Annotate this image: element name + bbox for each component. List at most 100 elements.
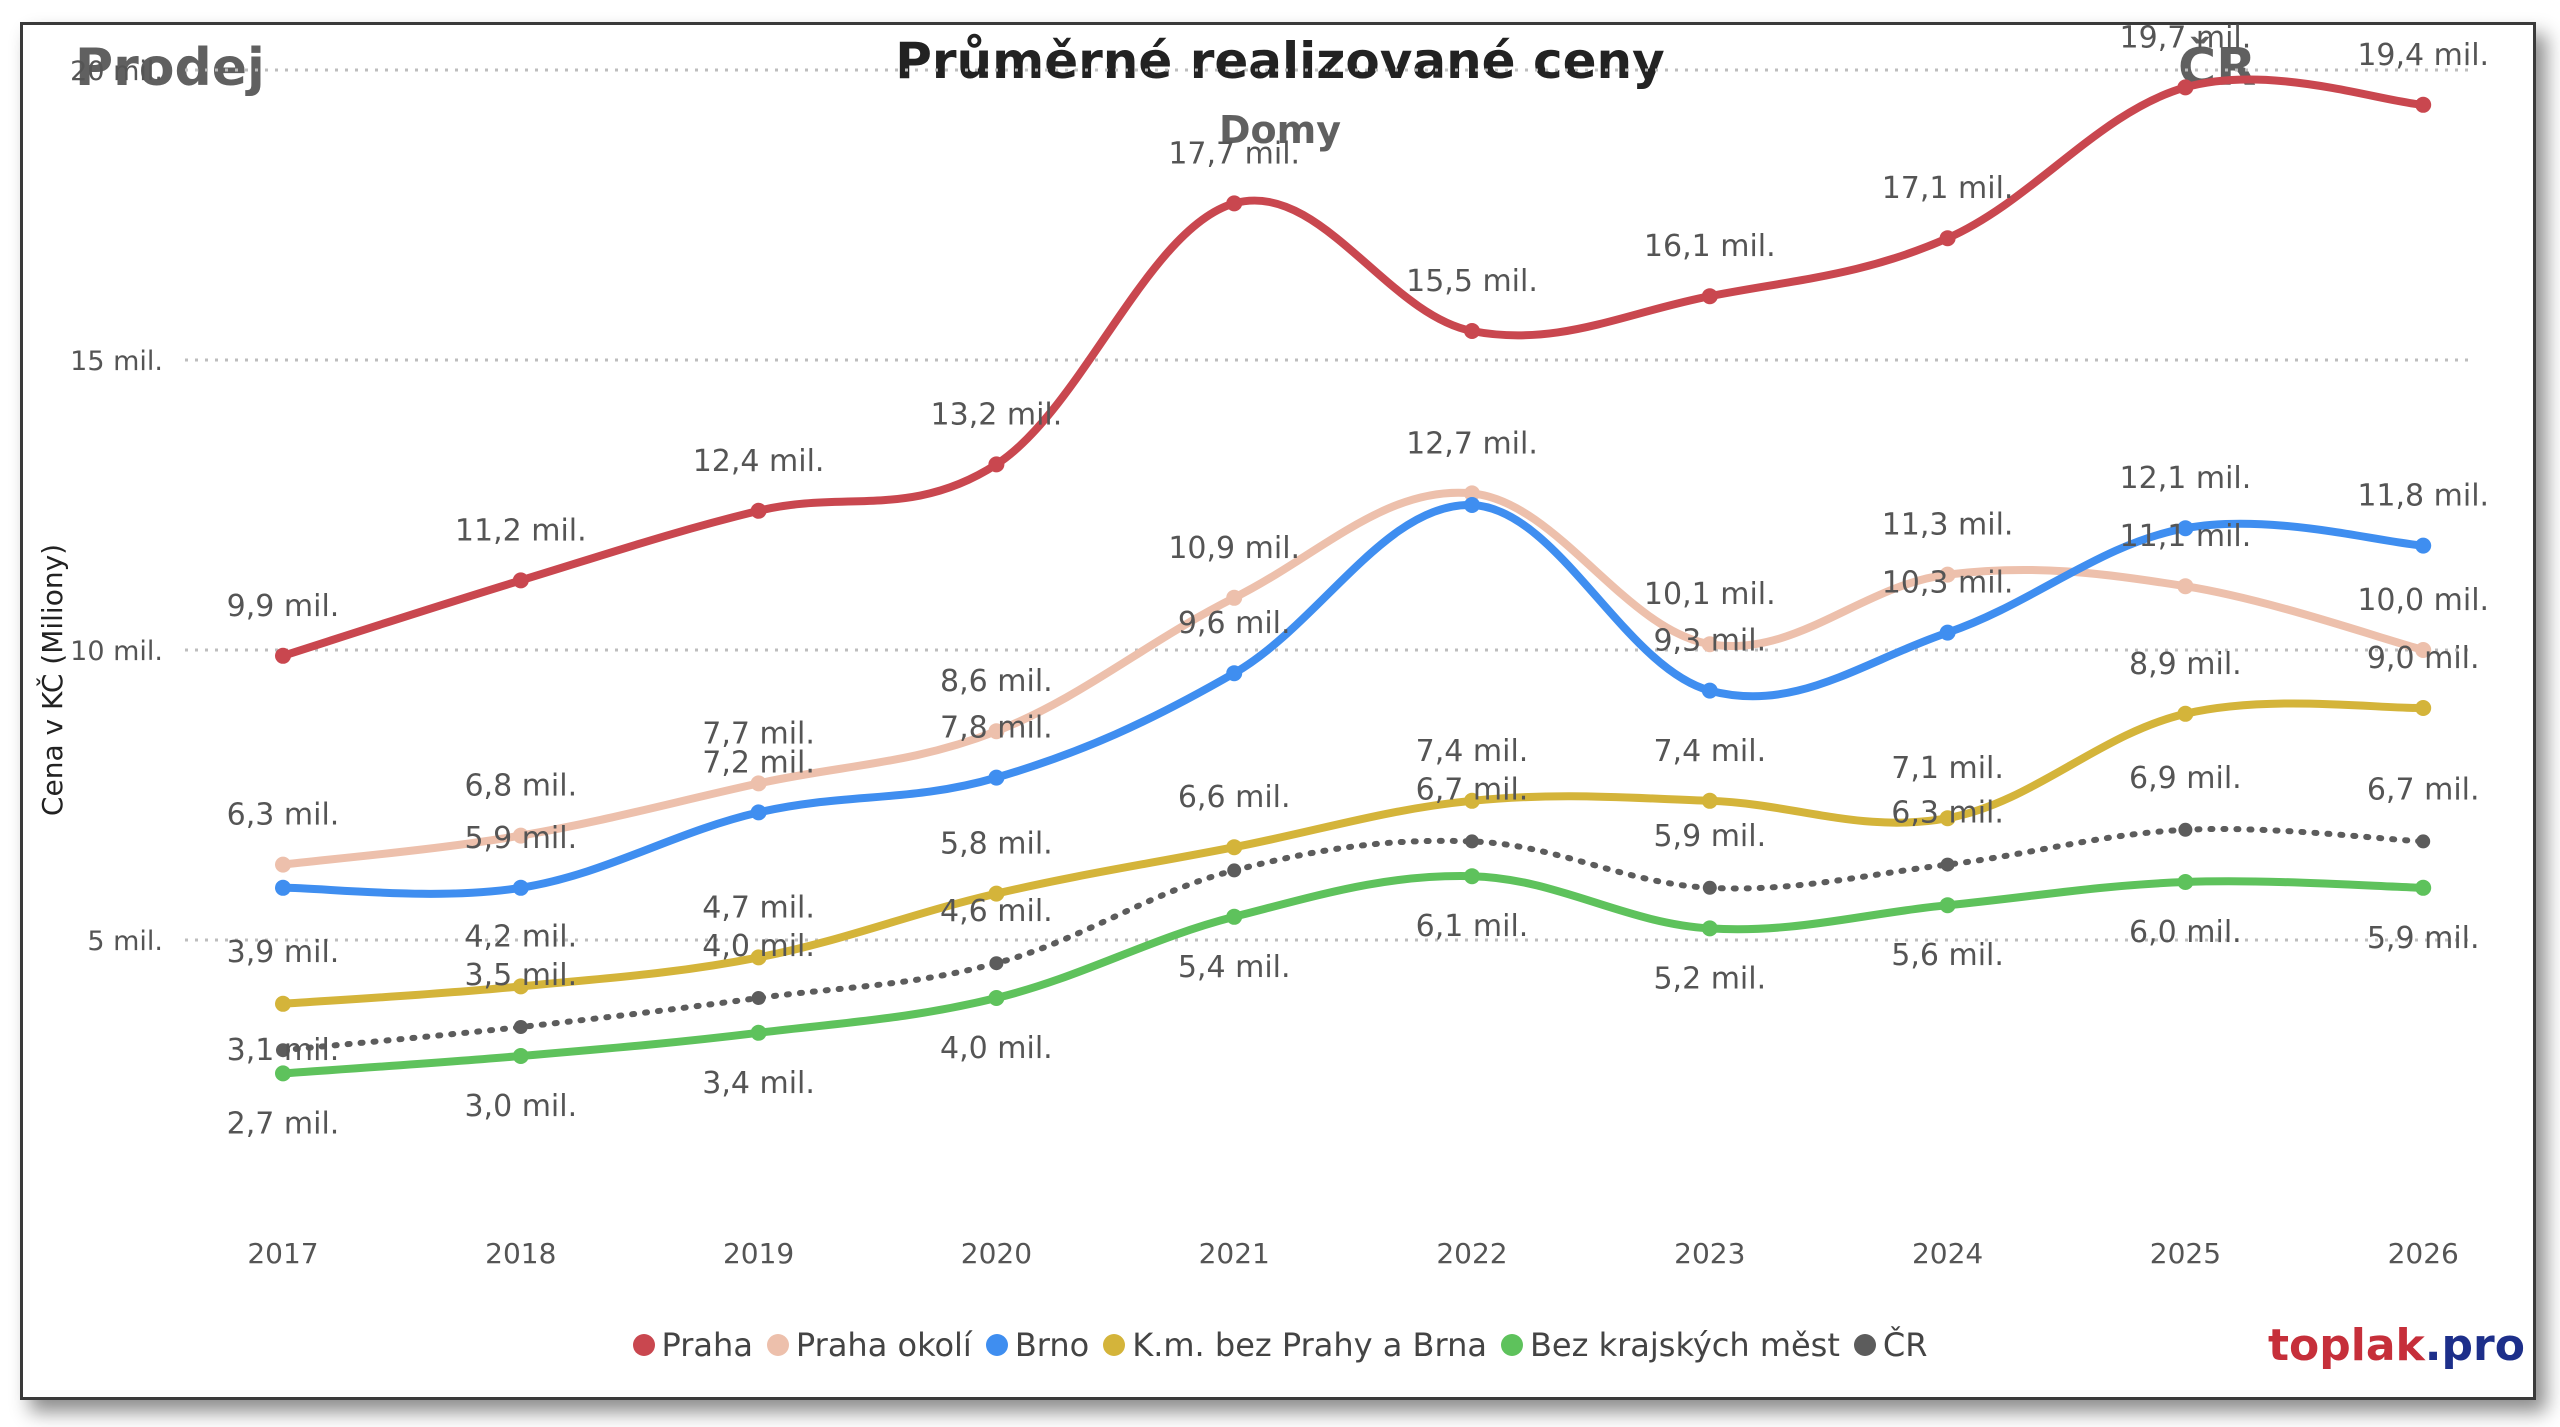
data-point-bez-krajsk-ch-m-st bbox=[988, 990, 1005, 1006]
data-label--r: 6,9 mil. bbox=[2129, 761, 2242, 796]
x-tick-label: 2023 bbox=[1674, 1237, 1745, 1270]
data-point--r bbox=[1465, 834, 1479, 849]
data-label-brno: 11,8 mil. bbox=[2357, 479, 2489, 514]
data-label-praha-okol-: 6,3 mil. bbox=[227, 798, 340, 833]
x-tick-label: 2019 bbox=[723, 1237, 794, 1270]
data-point-praha-okol- bbox=[2177, 578, 2194, 595]
data-label--r: 6,7 mil. bbox=[1416, 772, 1529, 807]
data-point-bez-krajsk-ch-m-st bbox=[2177, 874, 2194, 890]
series-line-praha-okol- bbox=[279, 488, 2428, 869]
data-point--r bbox=[751, 991, 766, 1005]
data-label-praha: 9,9 mil. bbox=[227, 589, 340, 624]
data-label-brno: 9,3 mil. bbox=[1653, 624, 1766, 659]
data-label-praha: 17,7 mil. bbox=[1168, 136, 1300, 171]
data-label-praha: 16,1 mil. bbox=[1644, 229, 1776, 264]
data-point-brno bbox=[1226, 665, 1243, 682]
y-tick-label: 20 mil. bbox=[70, 56, 163, 87]
data-label-praha-okol-: 7,7 mil. bbox=[702, 716, 815, 751]
x-tick-label: 2017 bbox=[247, 1237, 318, 1270]
data-label-bez-krajsk-ch-m-st: 5,9 mil. bbox=[2367, 921, 2480, 956]
data-point-brno bbox=[988, 769, 1005, 786]
data-point-praha bbox=[512, 572, 529, 589]
legend-label: Bez krajských měst bbox=[1529, 1326, 1840, 1364]
data-point-praha bbox=[1464, 323, 1480, 339]
data-point-brno bbox=[275, 879, 291, 896]
data-label-praha: 15,5 mil. bbox=[1406, 264, 1538, 299]
data-point-bez-krajsk-ch-m-st bbox=[275, 1065, 291, 1082]
data-label-praha: 19,4 mil. bbox=[2357, 38, 2489, 73]
data-label-brno: 7,2 mil. bbox=[702, 745, 815, 780]
x-tick-label: 2021 bbox=[1199, 1237, 1270, 1270]
data-label-praha-okol-: 12,7 mil. bbox=[1406, 426, 1538, 461]
series-line-brno bbox=[279, 500, 2428, 898]
series-line--r bbox=[280, 826, 2427, 1054]
data-point-praha-okol- bbox=[1226, 589, 1243, 606]
legend-item[interactable]: K.m. bez Prahy a Brna bbox=[1103, 1326, 1487, 1364]
data-label-k-m-bez-prahy-a-brna: 7,4 mil. bbox=[1416, 734, 1529, 769]
data-point-bez-krajsk-ch-m-st bbox=[1701, 920, 1718, 937]
data-point-praha-okol- bbox=[1939, 566, 1956, 583]
data-point-praha bbox=[2177, 79, 2194, 96]
data-point-k-m-bez-prahy-a-brna bbox=[1939, 810, 1956, 827]
data-point--r bbox=[276, 1043, 290, 1058]
data-point-brno bbox=[1701, 682, 1718, 699]
data-label-praha: 12,4 mil. bbox=[693, 444, 825, 479]
data-point-praha bbox=[1226, 195, 1243, 212]
data-point-k-m-bez-prahy-a-brna bbox=[2177, 705, 2194, 722]
data-label-k-m-bez-prahy-a-brna: 7,4 mil. bbox=[1653, 734, 1766, 769]
legend-item[interactable]: Bez krajských měst bbox=[1500, 1326, 1840, 1364]
data-point-praha bbox=[2415, 96, 2432, 113]
data-label--r: 5,9 mil. bbox=[1653, 819, 1766, 854]
data-label-bez-krajsk-ch-m-st: 2,7 mil. bbox=[227, 1106, 340, 1141]
chart-subtitle: Domy bbox=[1218, 108, 1341, 152]
legend-marker bbox=[632, 1334, 655, 1356]
legend-label: Praha okolí bbox=[795, 1326, 972, 1364]
brand-name: toplak bbox=[2268, 1320, 2425, 1371]
legend-item[interactable]: Brno bbox=[985, 1326, 1089, 1364]
data-label-bez-krajsk-ch-m-st: 6,1 mil. bbox=[1416, 909, 1529, 944]
data-point--r bbox=[989, 956, 1004, 971]
data-label-brno: 5,9 mil. bbox=[464, 821, 577, 856]
data-label-bez-krajsk-ch-m-st: 6,0 mil. bbox=[2129, 915, 2242, 950]
data-label-bez-krajsk-ch-m-st: 5,4 mil. bbox=[1178, 950, 1291, 985]
data-point--r bbox=[2178, 822, 2193, 837]
data-point-praha-okol- bbox=[275, 856, 291, 873]
data-label--r: 4,0 mil. bbox=[702, 929, 815, 964]
legend-item[interactable]: Praha bbox=[632, 1326, 753, 1364]
legend-marker bbox=[1103, 1334, 1126, 1356]
legend-item[interactable]: ČR bbox=[1853, 1326, 1927, 1364]
data-point-bez-krajsk-ch-m-st bbox=[750, 1024, 767, 1041]
data-label-praha: 19,7 mil. bbox=[2120, 20, 2252, 55]
data-point-bez-krajsk-ch-m-st bbox=[1939, 897, 1956, 914]
legend-label: Praha bbox=[661, 1326, 753, 1364]
data-point-praha-okol- bbox=[988, 723, 1005, 740]
data-point-k-m-bez-prahy-a-brna bbox=[275, 995, 291, 1012]
legend-marker bbox=[985, 1334, 1008, 1356]
data-label-k-m-bez-prahy-a-brna: 5,8 mil. bbox=[940, 827, 1053, 862]
data-point-praha bbox=[988, 456, 1005, 473]
data-point-praha-okol- bbox=[750, 775, 767, 792]
legend-item[interactable]: Praha okolí bbox=[766, 1326, 972, 1364]
data-point-praha-okol- bbox=[1464, 485, 1480, 502]
data-point-praha bbox=[275, 647, 291, 664]
data-point-praha bbox=[750, 502, 767, 519]
data-point-k-m-bez-prahy-a-brna bbox=[1701, 792, 1718, 809]
legend-label: K.m. bez Prahy a Brna bbox=[1132, 1326, 1487, 1364]
data-point-k-m-bez-prahy-a-brna bbox=[1464, 792, 1480, 809]
data-label-bez-krajsk-ch-m-st: 5,2 mil. bbox=[1653, 961, 1766, 996]
data-label-praha-okol-: 10,0 mil. bbox=[2357, 583, 2489, 618]
x-tick-label: 2025 bbox=[2150, 1237, 2221, 1270]
data-point-k-m-bez-prahy-a-brna bbox=[988, 885, 1005, 902]
data-point-brno bbox=[2415, 537, 2432, 554]
data-point-praha bbox=[1701, 288, 1718, 305]
data-label-k-m-bez-prahy-a-brna: 4,2 mil. bbox=[464, 919, 577, 954]
data-point-brno bbox=[512, 879, 529, 896]
data-label-praha-okol-: 10,9 mil. bbox=[1168, 531, 1300, 566]
x-tick-label: 2020 bbox=[961, 1237, 1032, 1270]
data-point-brno bbox=[1464, 497, 1480, 513]
data-label-praha-okol-: 11,1 mil. bbox=[2120, 519, 2252, 554]
data-label-k-m-bez-prahy-a-brna: 4,7 mil. bbox=[702, 890, 815, 925]
y-tick-label: 10 mil. bbox=[70, 636, 163, 667]
data-label-brno: 10,3 mil. bbox=[1882, 566, 2014, 601]
